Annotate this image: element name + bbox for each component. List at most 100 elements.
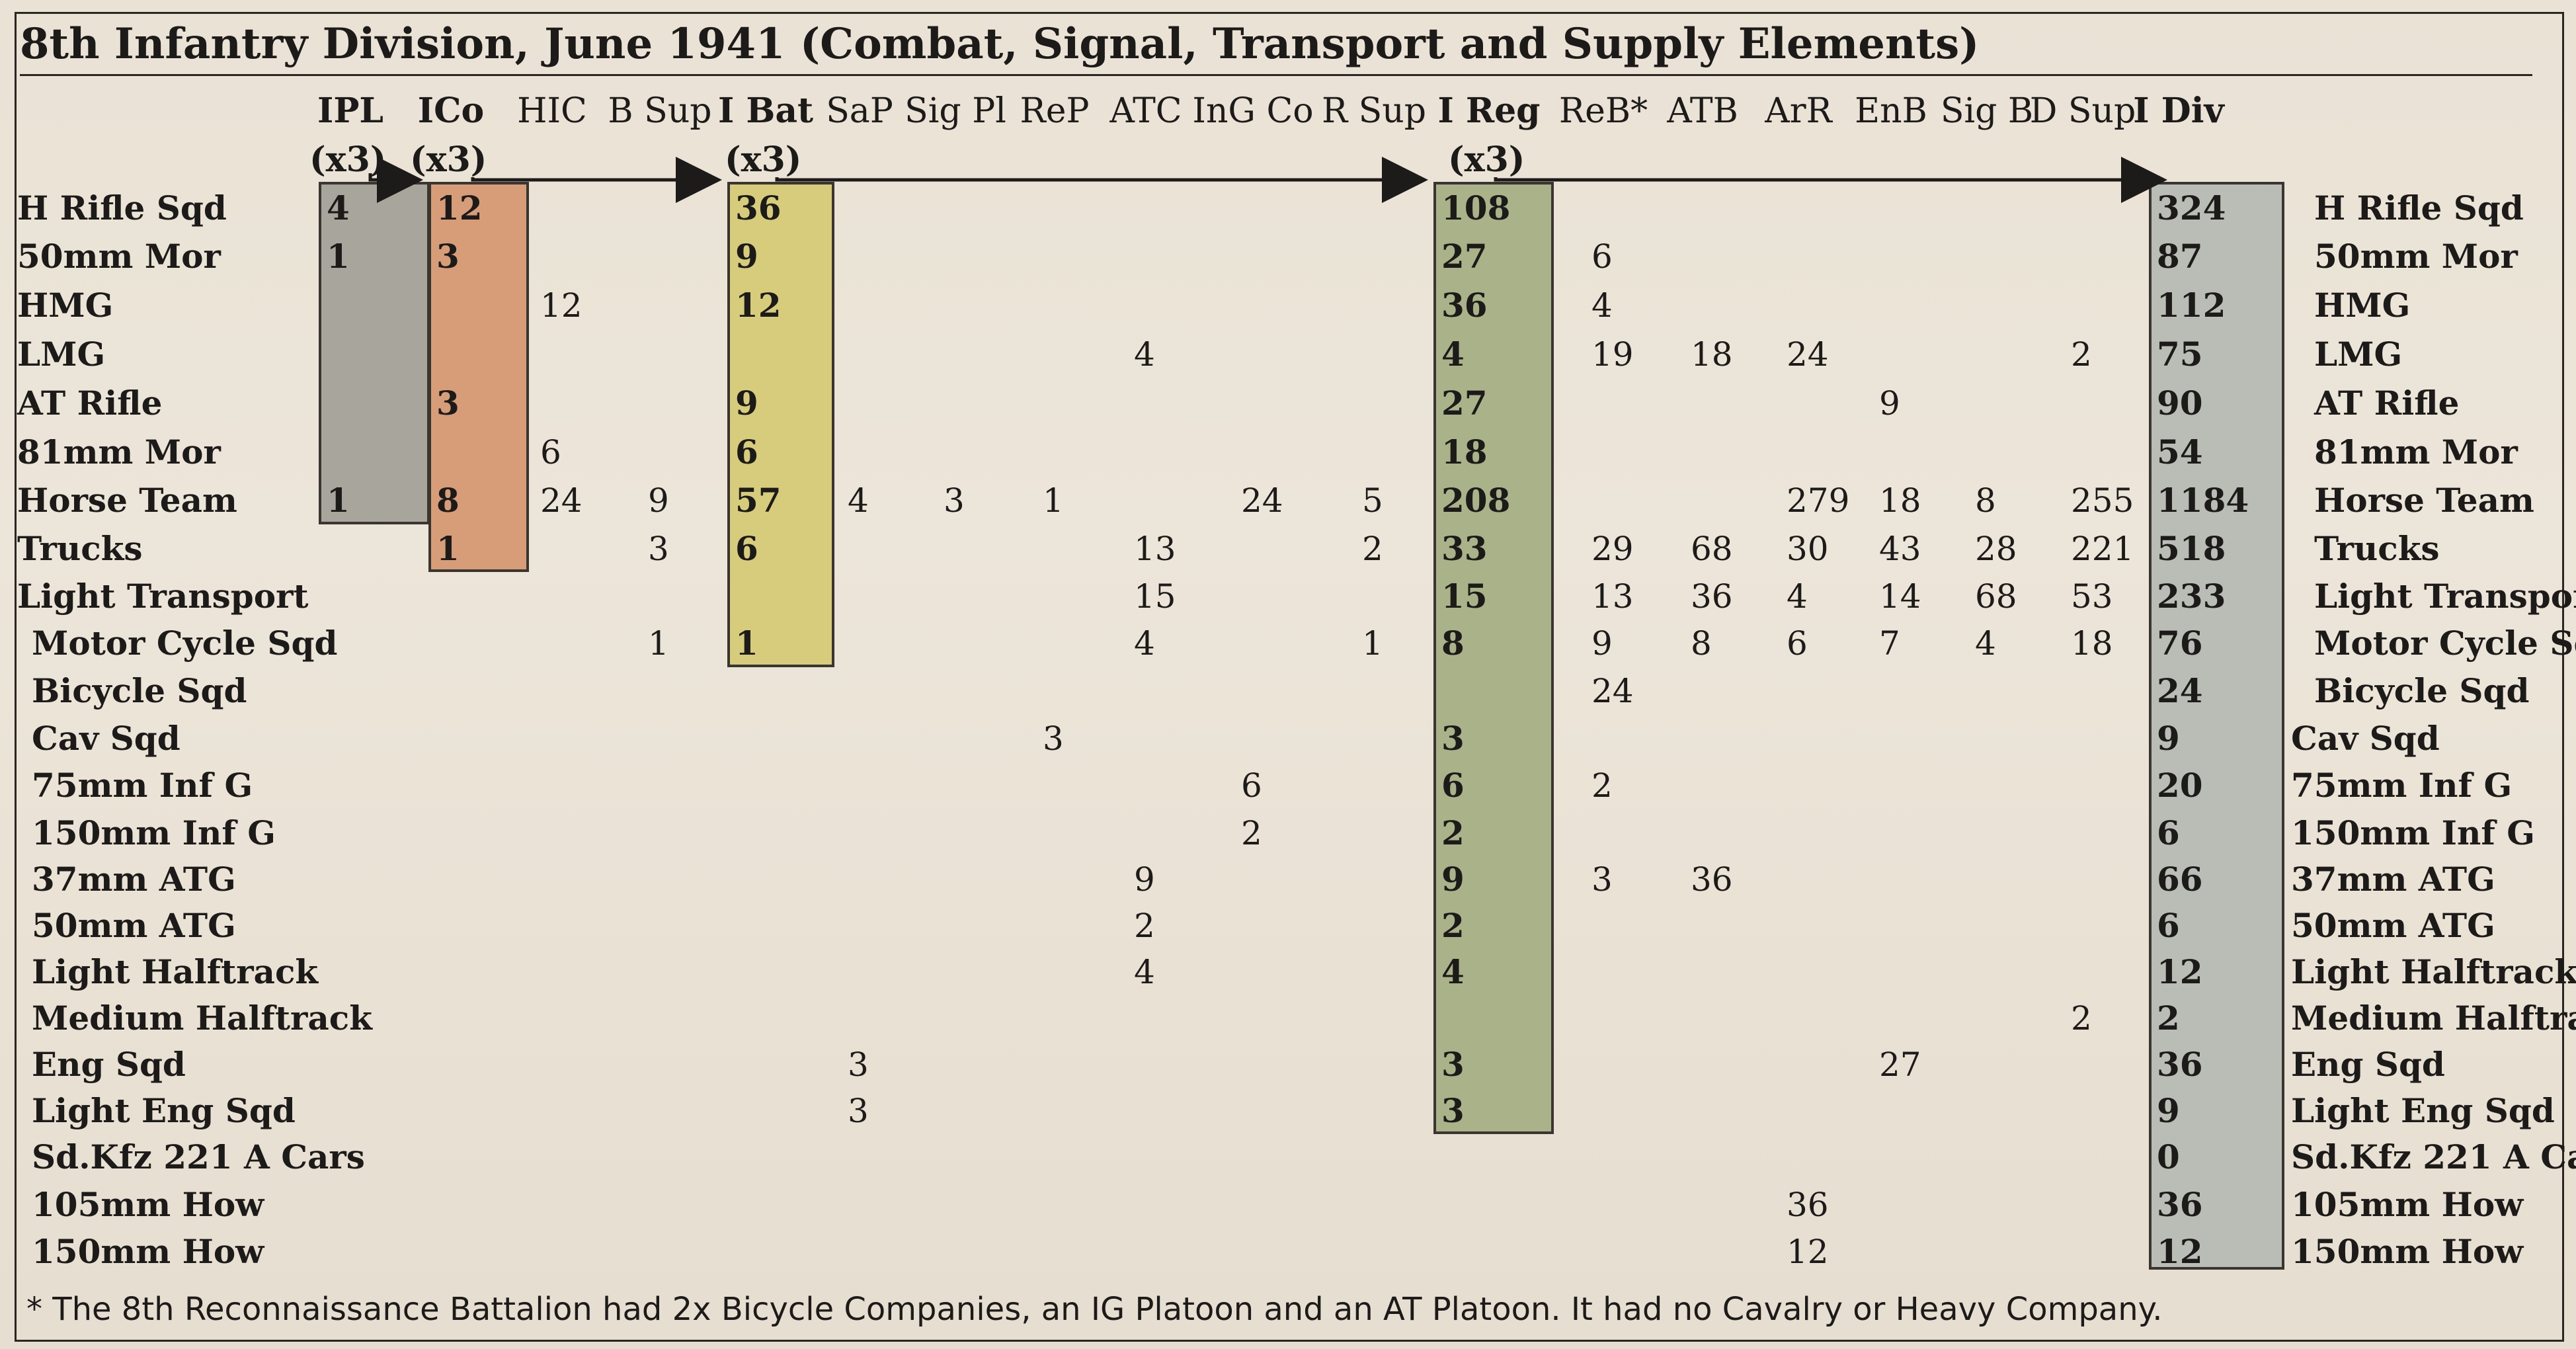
table-cell: 14 [1879,577,1921,616]
row-label: Trucks [17,529,143,568]
row-label: Motor Cycle Sqd [32,624,338,663]
table-cell: 6 [1241,766,1262,805]
row-label-right: Light Halftrack [2291,952,2576,991]
table-cell: 4 [1134,953,1155,991]
table-cell: 9 [1441,860,1465,899]
column-header-ingco: InG Co [1192,91,1314,131]
table-cell: 24 [1241,481,1283,520]
row-label-right: 50mm Mor [2314,237,2518,276]
row-label-right: Light Transport [2314,577,2576,616]
table-frame [15,12,2564,1342]
table-cell: 1 [327,481,350,520]
table-cell: 108 [1441,188,1511,227]
column-header-reb: ReB* [1558,91,1648,131]
table-cell: 6 [1787,624,1808,663]
table-cell: 4 [1134,335,1155,374]
table-cell: 27 [1441,384,1488,423]
row-label-right: Motor Cycle Sqd [2314,624,2576,663]
table-cell: 19 [1591,335,1634,374]
row-label-right: Medium Halftrack [2291,999,2576,1038]
column-header-sigb: Sig B [1940,91,2034,131]
column-header-rep: ReP [1020,91,1090,131]
table-cell: 12 [735,286,782,325]
row-label: Light Halftrack [32,952,319,991]
row-label: Cav Sqd [32,719,181,758]
table-cell: 7 [1879,624,1900,663]
table-cell: 4 [1134,624,1155,663]
table-cell: 53 [2071,577,2113,616]
table-cell: 2 [1591,766,1613,805]
table-cell: 4 [1787,577,1808,616]
table-cell: 1 [1043,481,1064,520]
column-header-bsup: B Sup [608,91,712,131]
column-header-ibat: I Bat [717,91,814,131]
table-cell: 54 [2157,432,2203,471]
row-label: 50mm ATG [32,906,236,945]
table-cell: 6 [1591,237,1613,276]
table-cell: 33 [1441,529,1488,568]
table-cell: 3 [1591,860,1613,899]
table-cell: 12 [2157,952,2203,991]
table-cell: 1184 [2157,481,2249,520]
table-cell: 36 [1691,860,1733,899]
table-cell: 36 [2157,1185,2203,1224]
row-label-right: LMG [2314,335,2403,374]
row-label-right: 150mm Inf G [2291,813,2535,852]
table-cell: 30 [1787,530,1829,568]
table-cell: 9 [1879,384,1900,423]
table-cell: 13 [1591,577,1634,616]
table-cell: 3 [436,384,460,423]
table-cell: 4 [327,188,350,227]
row-label-right: 50mm ATG [2291,906,2495,945]
table-cell: 4 [1975,624,1996,663]
table-cell: 8 [1441,624,1465,663]
row-label: LMG [17,335,106,374]
column-header-ireg: I Reg [1437,91,1541,131]
table-cell: 24 [2157,671,2203,710]
table-cell: 1 [1362,624,1383,663]
row-label-right: Horse Team [2314,481,2534,520]
arrow-ipl-to-ico [368,157,423,203]
table-cell: 90 [2157,384,2203,423]
table-cell: 3 [848,1045,869,1084]
table-cell: 279 [1787,481,1850,520]
table-cell: 15 [1134,577,1176,616]
row-label-right: Bicycle Sqd [2314,671,2530,710]
column-header-sigpl: Sig Pl [905,91,1006,131]
table-cell: 3 [944,481,965,520]
column-box-ibat [727,182,834,667]
table-cell: 68 [1975,577,2017,616]
table-cell: 4 [1591,286,1613,325]
footnote: * The 8th Reconnaissance Battalion had 2… [26,1291,2163,1328]
column-box-ipl [319,182,430,524]
table-cell: 57 [735,481,782,520]
table-cell: 8 [436,481,460,520]
table-cell: 3 [848,1092,869,1130]
row-label: 50mm Mor [17,237,221,276]
table-cell: 29 [1591,530,1634,568]
table-cell: 518 [2157,529,2226,568]
row-label: Light Eng Sqd [32,1091,296,1130]
row-label: Light Transport [17,577,309,616]
table-cell: 75 [2157,335,2203,374]
column-header-rsup: R Sup [1321,91,1427,131]
table-cell: 0 [2157,1137,2180,1176]
row-label: 150mm Inf G [32,813,276,852]
table-cell: 9 [2157,1091,2180,1130]
row-label: Medium Halftrack [32,999,372,1038]
row-label-right: Light Eng Sqd [2291,1091,2555,1130]
table-cell: 1 [436,529,460,568]
row-label: Eng Sqd [32,1045,186,1084]
table-cell: 12 [540,286,583,325]
table-cell: 4 [1441,335,1465,374]
table-cell: 2 [1134,907,1155,945]
row-label-right: Eng Sqd [2291,1045,2445,1084]
table-cell: 18 [2071,624,2113,663]
table-cell: 6 [735,529,758,568]
table-cell: 112 [2157,286,2226,325]
arrow-ico-to-ibat [471,157,722,203]
table-cell: 1 [327,237,350,276]
table-cell: 18 [1441,432,1488,471]
